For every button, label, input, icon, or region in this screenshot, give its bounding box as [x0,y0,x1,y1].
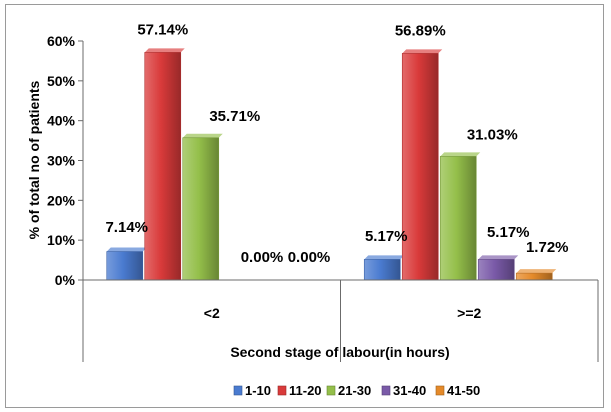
legend-swatch [435,385,445,396]
bar-top [106,247,147,252]
bar-21-30-<2 [182,137,220,281]
y-tick-label: 30% [47,153,76,169]
bar-top [364,255,405,260]
legend-swatch [233,385,243,396]
bar-41-50->=2 [515,272,553,281]
bar-31-40->=2 [477,259,515,281]
x-axis: <2 >=2 [82,279,599,362]
bar-top [440,152,481,157]
data-label: 1.72% [526,239,569,256]
legend-swatch [381,385,391,396]
bar-top [516,269,557,274]
data-labels-group: 7.14% 57.14% 35.71% 0.00% 0.00% 5.17% 56.89% 31… [105,21,568,266]
legend-swatch [277,385,287,396]
y-axis-title: % of total no of patients [26,80,42,239]
y-tick-label: 40% [47,113,76,129]
y-tick-label: 10% [47,232,76,248]
data-label: 56.89% [395,22,446,39]
bar-21-30->=2 [439,156,477,281]
data-label: 35.71% [209,108,260,125]
y-tick-label: 0% [55,272,76,288]
bar-1-10->=2 [363,259,401,281]
legend-label: 1-10 [245,383,271,398]
bar-11-20-<2 [144,52,182,281]
data-label: 0.00% [288,249,331,266]
legend-label: 11-20 [289,383,322,398]
legend-label: 41-50 [447,383,480,398]
data-label: 31.03% [467,126,518,143]
chart-frame [5,4,604,408]
data-label: 0.00% [241,249,284,266]
legend: 1-10 11-20 21-30 31-40 41-50 [233,383,480,398]
bars-group [106,48,557,281]
y-tick-label: 60% [47,33,76,49]
bar-top [402,49,443,54]
x-category-label: >=2 [457,305,481,321]
y-axis: 0% 10% 20% 30% 40% 50% 60% [47,33,84,288]
y-tick-label: 20% [47,192,76,208]
data-label: 5.17% [487,224,530,241]
legend-swatch [326,385,336,396]
data-label: 5.17% [365,228,408,245]
x-category-label: <2 [204,305,220,321]
bar-top [182,133,223,138]
legend-label: 31-40 [393,383,426,398]
bar-top [478,255,519,260]
bar-top [144,48,185,53]
bar-11-20->=2 [401,53,439,281]
data-label: 57.14% [137,21,188,38]
legend-label: 21-30 [338,383,371,398]
x-axis-title: Second stage of labour(in hours) [230,344,449,360]
data-label: 7.14% [105,219,148,236]
bar-1-10-<2 [106,251,144,281]
y-tick-label: 50% [47,73,76,89]
